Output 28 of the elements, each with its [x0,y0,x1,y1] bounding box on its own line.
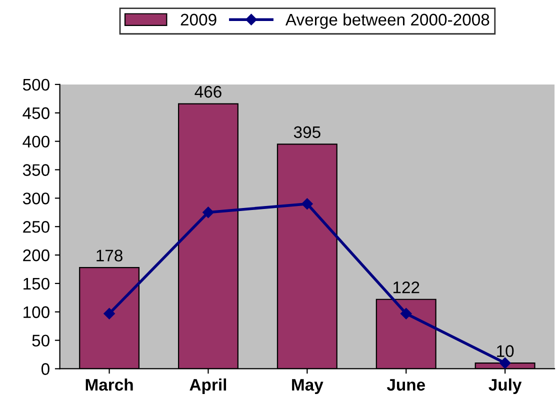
y-tick-label: 150 [24,278,50,290]
data-label: 466 [194,86,222,98]
y-tick-label: 400 [22,136,50,148]
data-label: 395 [294,126,320,138]
y-tick-label: 450 [22,107,50,120]
x-tick-label: June [386,379,425,391]
point [499,357,511,369]
x-tick-label: May [292,379,324,394]
data-label: 178 [96,250,122,262]
x-tick-label: July [488,378,522,394]
point [302,198,313,210]
legend-label: Averge between 2000-2008 [285,13,490,29]
x-tick-label: March [86,378,133,391]
y-tick-label: 0 [41,363,50,375]
y-tick-label: 50 [32,334,50,347]
y-tick-label: 250 [23,221,50,233]
point [104,308,115,320]
point [400,308,412,320]
point [202,206,214,218]
data-label: 122 [393,282,420,294]
legend-label: 2009 [180,14,216,26]
y-tick-label: 300 [22,192,50,204]
y-tick-label: 350 [22,164,50,176]
y-tick-label: 500 [22,78,50,91]
y-tick-label: 200 [23,249,50,262]
y-tick-label: 100 [24,306,50,318]
x-tick-label: April [190,378,226,394]
data-label: 10 [497,345,514,357]
